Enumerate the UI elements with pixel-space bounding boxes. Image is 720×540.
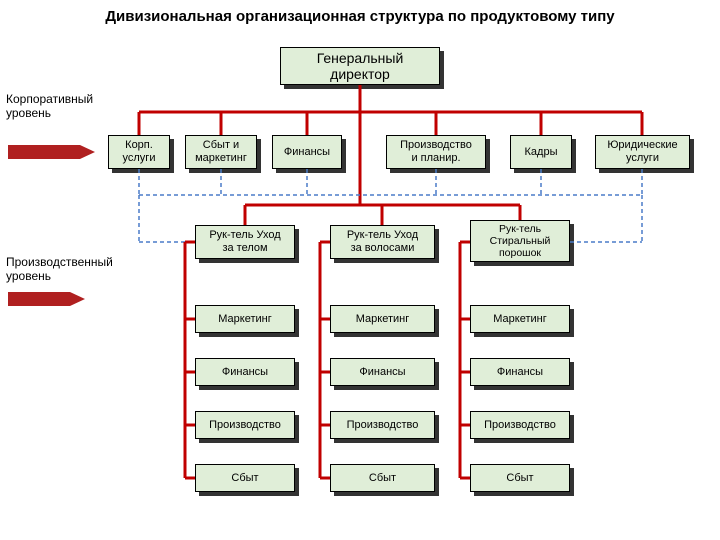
node-mgr-hair: Рук-тель Уход за волосами (330, 225, 435, 259)
node-c3-production: Производство (470, 411, 570, 439)
label-corporate: Корпоративный уровень (6, 92, 93, 121)
node-c2-sales: Сбыт (330, 464, 435, 492)
node-corp-services: Корп. услуги (108, 135, 170, 169)
label-production: Производственный уровень (6, 255, 113, 284)
node-c1-production: Производство (195, 411, 295, 439)
node-legal: Юридические услуги (595, 135, 690, 169)
node-c2-marketing: Маркетинг (330, 305, 435, 333)
node-c1-sales: Сбыт (195, 464, 295, 492)
node-c3-sales: Сбыт (470, 464, 570, 492)
side-arrow-production (8, 292, 85, 306)
node-c1-finance: Финансы (195, 358, 295, 386)
node-c3-finance: Финансы (470, 358, 570, 386)
diagram-title: Дивизиональная организационная структура… (0, 8, 720, 25)
node-c2-finance: Финансы (330, 358, 435, 386)
side-arrow-corporate (8, 145, 95, 159)
node-c2-production: Производство (330, 411, 435, 439)
node-prod-plan: Производство и планир. (386, 135, 486, 169)
node-finance: Финансы (272, 135, 342, 169)
node-c1-marketing: Маркетинг (195, 305, 295, 333)
node-c3-marketing: Маркетинг (470, 305, 570, 333)
node-sales-mkt: Сбыт и маркетинг (185, 135, 257, 169)
node-mgr-body: Рук-тель Уход за телом (195, 225, 295, 259)
node-hr: Кадры (510, 135, 572, 169)
node-head: Генеральный директор (280, 47, 440, 85)
node-mgr-powder: Рук-тель Стиральный порошок (470, 220, 570, 262)
